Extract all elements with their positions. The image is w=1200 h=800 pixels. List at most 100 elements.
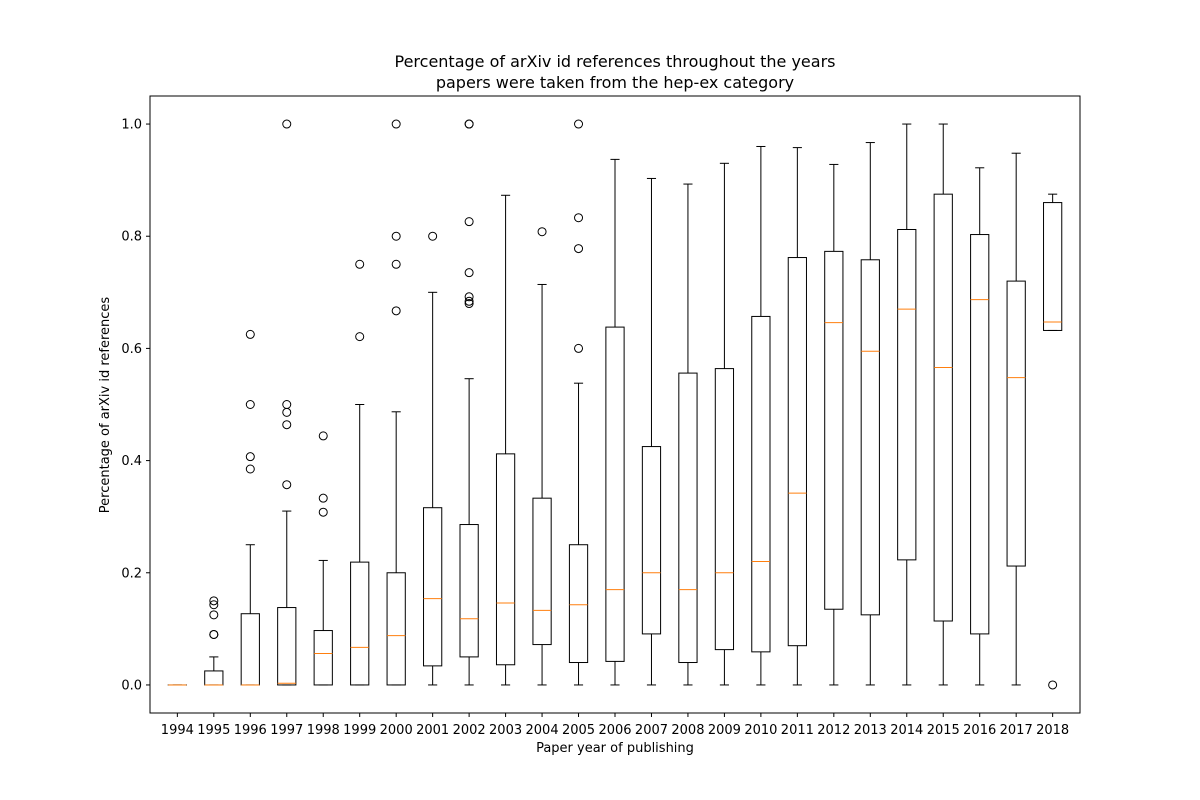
outlier-point <box>318 507 328 517</box>
x-tick-label: 2003 <box>489 723 522 738</box>
y-axis: 0.0 0.2 0.4 0.6 0.8 1.0 <box>121 118 150 693</box>
x-tick-label: 1999 <box>343 723 376 738</box>
box-2007 <box>641 177 662 686</box>
outlier-point <box>355 259 365 269</box>
x-tick-label: 2012 <box>817 723 850 738</box>
outlier-point <box>282 407 292 417</box>
outlier-point <box>391 306 401 316</box>
y-tick-label: 0.0 <box>121 678 142 693</box>
outlier-point <box>282 480 292 490</box>
outlier-point <box>574 119 584 129</box>
x-tick-label: 2007 <box>635 723 668 738</box>
x-axis: 1994 1995 1996 1997 1998 1999 2000 2001 2002 2003… <box>161 713 1069 738</box>
iqr-box <box>313 630 333 686</box>
outlier-point <box>282 119 292 129</box>
iqr-box <box>751 315 771 653</box>
iqr-box <box>423 507 443 667</box>
box-2017 <box>1006 152 1026 686</box>
outlier-point <box>209 610 219 620</box>
box-2006 <box>605 158 625 686</box>
outlier-point <box>282 400 292 409</box>
box-1995 <box>204 596 224 686</box>
box-2014 <box>897 123 917 686</box>
outlier-point <box>245 452 255 462</box>
box-2013 <box>860 142 880 686</box>
y-axis-label: Percentage of arXiv id references <box>98 297 113 514</box>
x-tick-label: 2004 <box>526 723 559 738</box>
outlier-point <box>318 493 328 503</box>
iqr-box <box>350 561 370 686</box>
iqr-box <box>605 326 625 662</box>
iqr-box <box>787 257 807 647</box>
box-1996 <box>240 329 260 686</box>
outlier-point <box>245 329 255 339</box>
x-tick-label: 2006 <box>598 723 631 738</box>
x-tick-label: 2002 <box>453 723 486 738</box>
x-tick-label: 2010 <box>744 723 777 738</box>
iqr-box <box>459 524 479 658</box>
outlier-point <box>1048 680 1058 690</box>
outlier-point <box>574 343 584 353</box>
outlier-point <box>464 268 474 278</box>
outlier-point <box>209 596 219 606</box>
x-tick-label: 2000 <box>380 723 413 738</box>
iqr-box <box>860 259 880 616</box>
x-tick-label: 2013 <box>854 723 887 738</box>
iqr-box <box>970 234 990 635</box>
outlier-point <box>574 213 584 223</box>
outlier-point <box>391 231 401 241</box>
iqr-box <box>1006 280 1026 567</box>
box-2005 <box>568 119 589 686</box>
iqr-box <box>641 446 662 635</box>
box-2004 <box>532 227 552 686</box>
outlier-point <box>355 332 365 342</box>
iqr-box <box>714 368 735 651</box>
iqr-box <box>678 372 698 664</box>
outlier-point <box>391 259 401 269</box>
outlier-point <box>428 231 438 241</box>
box-2003 <box>495 194 516 686</box>
x-tick-label: 1995 <box>197 723 230 738</box>
outlier-point <box>464 217 474 227</box>
iqr-box <box>495 453 516 666</box>
box-2018 <box>1043 193 1063 690</box>
x-tick-label: 2017 <box>1000 723 1033 738</box>
y-tick-label: 0.4 <box>121 454 142 469</box>
outlier-point <box>209 600 219 610</box>
box-1997 <box>277 119 297 686</box>
iqr-box <box>532 497 552 646</box>
x-tick-label: 2001 <box>416 723 449 738</box>
x-tick-label: 2015 <box>927 723 960 738</box>
box-1998 <box>313 431 333 686</box>
box-2012 <box>824 163 844 686</box>
box-2011 <box>787 147 807 686</box>
x-tick-label: 2014 <box>890 723 923 738</box>
iqr-box <box>824 250 844 610</box>
outlier-point <box>464 299 474 309</box>
box-2002 <box>459 119 479 686</box>
box-2001 <box>423 231 443 686</box>
box-2010 <box>751 145 771 686</box>
y-tick-label: 0.8 <box>121 230 142 245</box>
x-axis-label: Paper year of publishing <box>536 741 694 756</box>
y-tick-label: 0.2 <box>121 566 142 581</box>
chart-title: Percentage of arXiv id references throug… <box>395 52 836 71</box>
x-tick-label: 2009 <box>708 723 741 738</box>
outlier-point <box>245 464 255 474</box>
iqr-box <box>240 613 260 686</box>
box-2008 <box>678 183 698 686</box>
iqr-box <box>1043 202 1063 331</box>
box-2016 <box>970 167 990 686</box>
outlier-point <box>318 431 328 441</box>
outlier-point <box>537 227 547 237</box>
box-2015 <box>933 123 953 686</box>
outlier-point <box>464 292 474 302</box>
iqr-box <box>277 607 297 686</box>
iqr-box <box>386 572 406 686</box>
x-tick-label: 1996 <box>234 723 267 738</box>
box-2000 <box>386 119 406 686</box>
plot-area <box>167 119 1063 690</box>
iqr-box <box>897 228 917 561</box>
